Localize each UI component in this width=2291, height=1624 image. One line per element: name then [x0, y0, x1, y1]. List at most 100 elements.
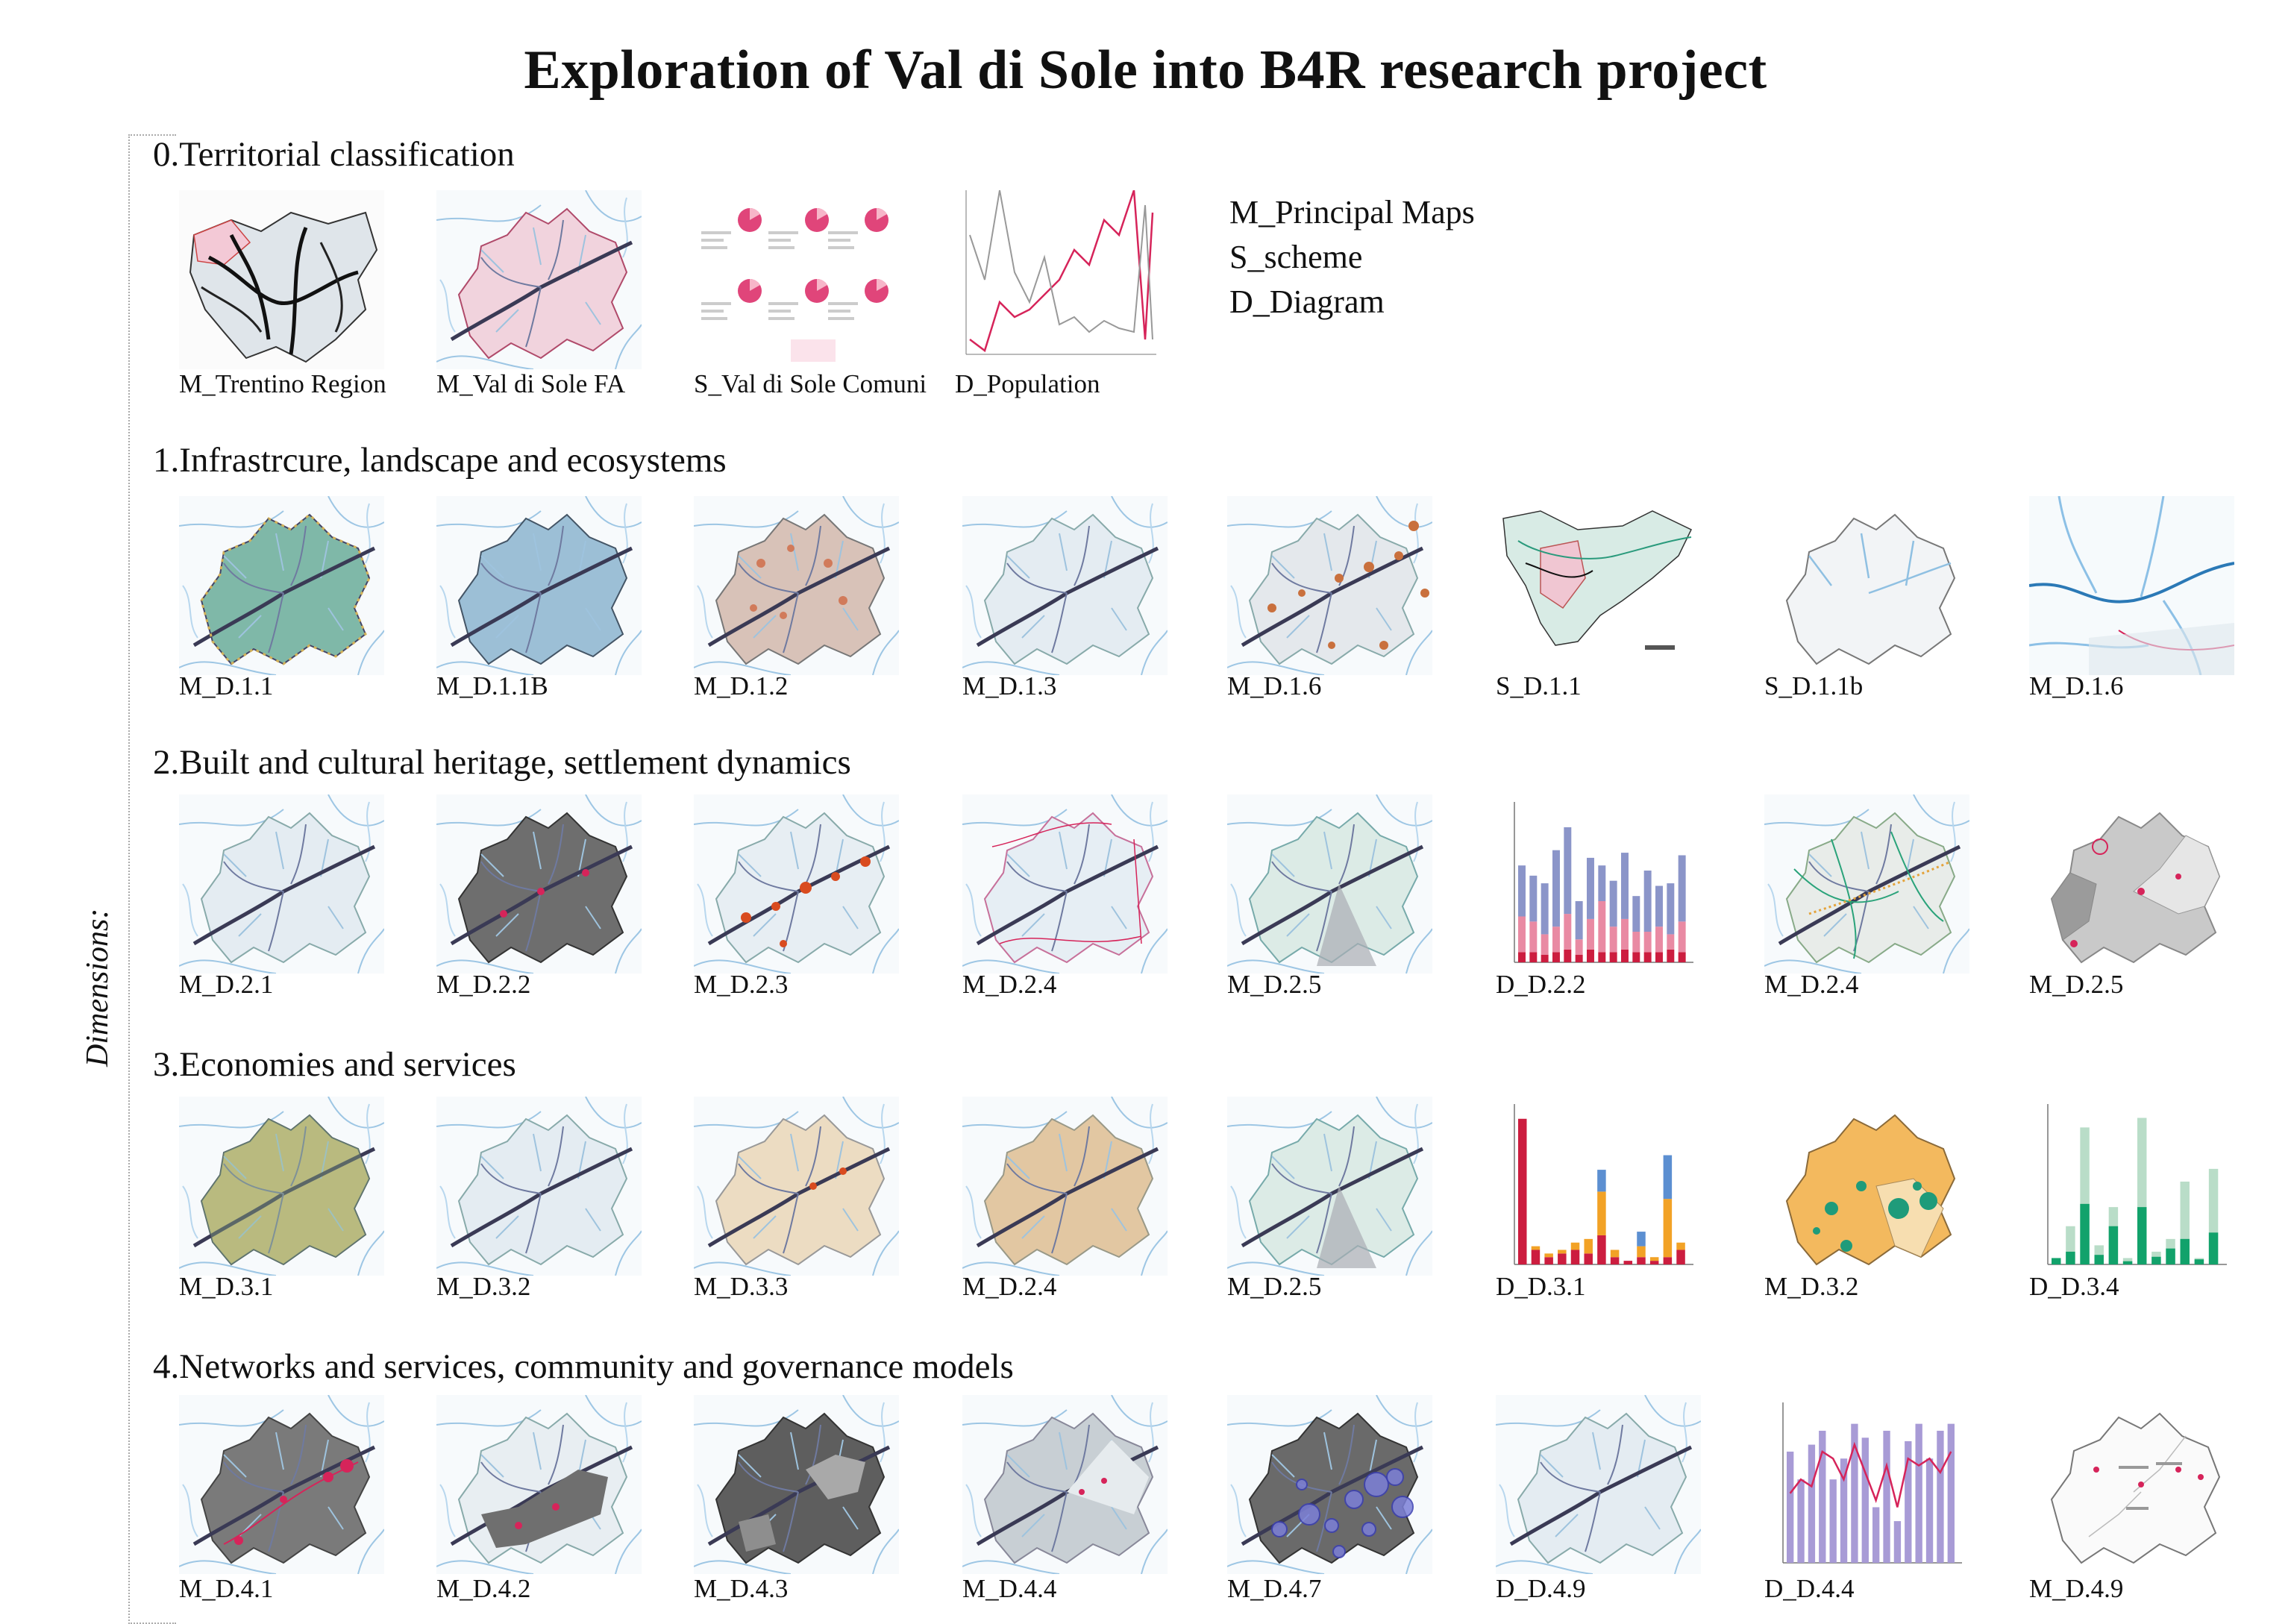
- thumbnail-caption: D_D.2.2: [1496, 970, 1586, 999]
- thumbnail-caption: M_D.2.3: [694, 970, 789, 999]
- thumbnail-greydots[interactable]: [179, 1395, 384, 1574]
- bar-segment: [1552, 850, 1560, 927]
- thumbnail-caption: M_D.1.1: [179, 671, 274, 700]
- thumbnail-caption: M_D.2.2: [436, 970, 531, 999]
- thumbnail-caption: M_Trentino Region: [179, 369, 386, 398]
- bar: [1861, 1438, 1869, 1563]
- bar-segment: [1597, 1191, 1606, 1235]
- thumbnail-caption: M_D.2.4: [1764, 970, 1859, 999]
- thumbnail-beige[interactable]: [694, 1097, 899, 1276]
- thumbnail-caption: D_D.3.1: [1496, 1272, 1586, 1301]
- thumbnail-caption: M_D.3.2: [436, 1272, 531, 1301]
- bar: [1883, 1430, 1890, 1563]
- bar-segment: [1570, 1242, 1580, 1250]
- thumbnail-blue[interactable]: [436, 496, 642, 675]
- thumbnail-rivers[interactable]: [2029, 496, 2234, 675]
- thumbnail-pinkbars[interactable]: [1496, 794, 1701, 974]
- thumbnail-greenbars[interactable]: [2029, 1097, 2234, 1276]
- bar: [1808, 1444, 1816, 1563]
- bar-segment: [1598, 952, 1606, 962]
- bar-segment: [1587, 918, 1594, 950]
- thumbnail-circles[interactable]: [1227, 1395, 1432, 1574]
- thumbnail-greenroads[interactable]: [1764, 794, 1969, 974]
- page-title: Exploration of Val di Sole into B4R rese…: [524, 40, 1767, 101]
- thumbnail-greyzones[interactable]: [2029, 794, 2234, 974]
- bar: [1829, 1479, 1837, 1563]
- bar-segment: [1597, 1235, 1606, 1264]
- bar-segment: [1676, 1242, 1685, 1250]
- bar-segment: [1518, 916, 1526, 953]
- thumbnail-caption: M_D.4.1: [179, 1574, 274, 1603]
- bar-segment: [1655, 952, 1663, 962]
- bar-segment: [1541, 883, 1549, 935]
- thumbnail-dots[interactable]: [1227, 496, 1432, 675]
- thumbnail-greypart[interactable]: [436, 1395, 642, 1574]
- bar-segment: [1564, 914, 1572, 950]
- thumbnail-trentino[interactable]: [179, 190, 384, 369]
- legend-item: S_scheme: [1229, 239, 1363, 275]
- bar-segment: [1598, 865, 1606, 901]
- thumbnail-ochre[interactable]: [179, 1097, 384, 1276]
- bar-segment: [1667, 949, 1675, 962]
- dimensions-bracket: [128, 134, 176, 1624]
- thumbnail-pale[interactable]: [962, 496, 1168, 675]
- section-title: 3.Economies and services: [153, 1045, 516, 1084]
- bar-segment: [1663, 1155, 1673, 1200]
- bar-segment: [1667, 934, 1675, 950]
- thumbnail-tan[interactable]: [962, 1097, 1168, 1276]
- thumbnail-greyblocks[interactable]: [694, 1395, 899, 1574]
- thumbnail-caption: M_D.3.3: [694, 1272, 789, 1301]
- thumbnail-teal[interactable]: [179, 496, 384, 675]
- bar-segment: [1649, 1257, 1659, 1261]
- thumbnail-caption: M_D.2.5: [1227, 970, 1322, 999]
- thumbnail-scheme[interactable]: [1496, 496, 1701, 675]
- bar-segment: [1678, 952, 1686, 962]
- thumbnail-caption: M_D.4.4: [962, 1574, 1057, 1603]
- thumbnail-lightgrey[interactable]: [962, 1395, 1168, 1574]
- bar: [1893, 1521, 1902, 1563]
- bar-segment: [1609, 880, 1617, 927]
- thumbnail-whiteoutline[interactable]: [2029, 1395, 2234, 1574]
- thumbnail-pinkroads[interactable]: [962, 794, 1168, 974]
- bar-segment: [1529, 875, 1538, 922]
- bar-segment: [1575, 954, 1583, 962]
- bar-segment: [1623, 1261, 1633, 1264]
- thumbnail-caption: M_D.4.9: [2029, 1574, 2124, 1603]
- bar-segment: [1610, 1257, 1620, 1264]
- bar-segment: [1587, 949, 1594, 962]
- thumbnail-pale[interactable]: [436, 1097, 642, 1276]
- thumbnail-darkgrey[interactable]: [436, 794, 642, 974]
- thumbnail-pale[interactable]: [1496, 1395, 1701, 1574]
- dimensions-label: Dimensions:: [81, 908, 115, 1067]
- thumbnail-pies[interactable]: [694, 190, 899, 369]
- bar-segment: [1531, 1246, 1541, 1250]
- thumbnail-purplebars[interactable]: [1764, 1395, 1969, 1574]
- bar: [1905, 1440, 1912, 1563]
- thumbnail-pale[interactable]: [179, 794, 384, 974]
- bar-segment: [1587, 857, 1594, 919]
- bar-segment: [1609, 927, 1617, 953]
- thumbnail-pinkmap[interactable]: [436, 190, 642, 369]
- thumbnail-salmon[interactable]: [694, 496, 899, 675]
- bar-segment: [1610, 1250, 1620, 1258]
- bar-segment: [1575, 901, 1583, 940]
- bar-segment: [1529, 921, 1538, 953]
- thumbnail-caption: M_D.1.2: [694, 671, 789, 700]
- legend: M_Principal Maps S_scheme D_Diagram: [1229, 190, 1475, 325]
- thumbnail-orangemap[interactable]: [1764, 1097, 1969, 1276]
- bar-segment: [1678, 921, 1686, 953]
- thumbnail-stackbars[interactable]: [1496, 1097, 1701, 1276]
- thumbnail-redspots[interactable]: [694, 794, 899, 974]
- bar-segment: [1667, 883, 1675, 935]
- thumbnail-outline[interactable]: [1764, 496, 1969, 675]
- thumbnail-caption: M_D.2.1: [179, 970, 274, 999]
- thumbnail-popline[interactable]: [955, 190, 1160, 369]
- bar-segment: [1632, 952, 1640, 962]
- legend-item: D_Diagram: [1229, 283, 1385, 320]
- thumbnail-caption: D_D.3.4: [2029, 1272, 2119, 1301]
- bar: [1851, 1423, 1858, 1563]
- bar-segment: [1584, 1238, 1593, 1254]
- bar-segment: [1558, 1250, 1567, 1254]
- thumbnail-greenish[interactable]: [1227, 794, 1432, 974]
- thumbnail-greenish[interactable]: [1227, 1097, 1432, 1276]
